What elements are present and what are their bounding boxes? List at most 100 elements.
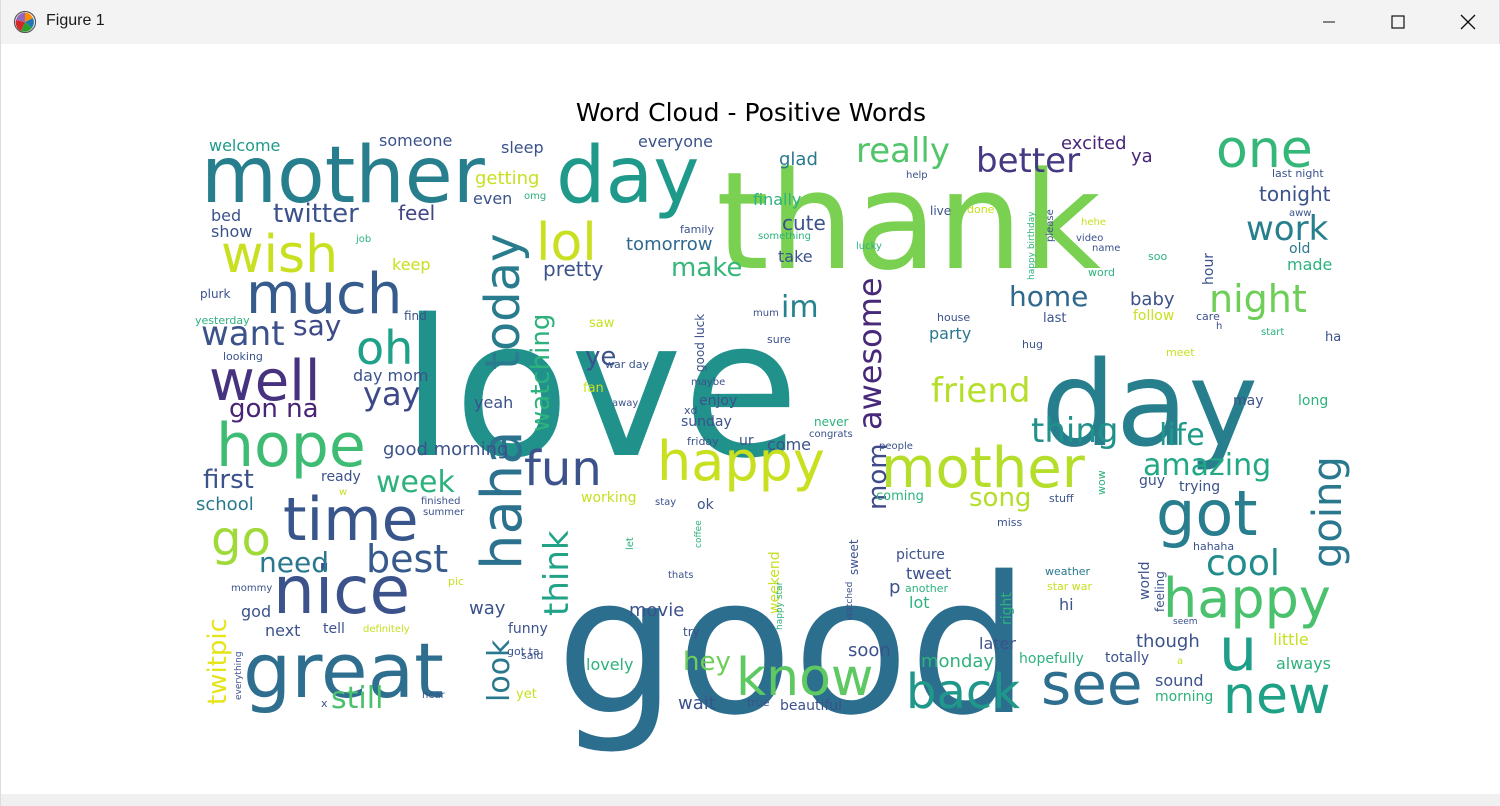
word-ye: ye	[585, 342, 616, 372]
word-tonight: tonight	[1259, 182, 1331, 206]
word-ha: ha	[1325, 330, 1341, 345]
word-enjoy: enjoy	[699, 393, 737, 409]
word-sure: sure	[767, 333, 791, 346]
word-care: care	[1196, 310, 1220, 323]
word-really: really	[856, 131, 950, 171]
word-coming: coming	[876, 489, 924, 504]
word-long: long	[1298, 393, 1328, 409]
minimize-button[interactable]	[1294, 0, 1364, 44]
word-lovely: lovely	[586, 655, 633, 674]
word-everyone: everyone	[638, 132, 713, 151]
word-try: try	[683, 625, 700, 639]
word-work: work	[1246, 209, 1329, 249]
word-h: h	[1216, 321, 1222, 332]
close-button[interactable]	[1433, 0, 1500, 44]
word-happy-star: happy star	[775, 581, 785, 630]
word-life: life	[1159, 418, 1205, 453]
word-u: u	[1219, 615, 1257, 685]
word-stuff: stuff	[1049, 492, 1074, 505]
word-live: live	[930, 204, 951, 218]
word-everything: everything	[234, 651, 244, 700]
word-aww: aww	[1289, 208, 1312, 219]
word-ready: ready	[321, 469, 361, 485]
chart-title: Word Cloud - Positive Words	[575, 98, 927, 127]
word-soon: soon	[848, 640, 891, 661]
word-let: let	[625, 537, 636, 550]
word-pretty: pretty	[543, 257, 603, 281]
word-even: even	[473, 189, 512, 208]
word-sleep: sleep	[501, 138, 544, 157]
window-title: Figure 1	[46, 12, 105, 29]
word-see: see	[1041, 650, 1143, 718]
word-gon-na: gon na	[229, 394, 319, 424]
word-today: today	[475, 234, 531, 370]
word-family: family	[680, 223, 714, 236]
word-got-ta: got ta	[507, 645, 540, 658]
word-thats: thats	[668, 570, 694, 581]
word-sweet: sweet	[847, 539, 861, 575]
word-star-war: star war	[1047, 580, 1093, 593]
word-happy: happy	[1163, 567, 1331, 630]
word-picture: picture	[896, 547, 945, 563]
word-may: may	[1233, 393, 1264, 409]
word-stay: stay	[655, 497, 676, 508]
word-tell: tell	[323, 621, 345, 637]
word-last-night: last night	[1272, 167, 1324, 180]
word-twitpic: twitpic	[203, 618, 233, 705]
title-bar[interactable]: Figure 1	[1, 0, 1499, 44]
word-know: know	[736, 648, 873, 708]
word-oh: oh	[356, 321, 413, 375]
word-mother: mother	[201, 131, 486, 221]
word-say: say	[293, 309, 341, 342]
word-tomorrow: tomorrow	[626, 234, 712, 255]
word-lot: lot	[909, 593, 930, 612]
word-guy: guy	[1139, 473, 1165, 489]
word-word: word	[1088, 266, 1115, 279]
word-soo: soo	[1148, 250, 1167, 263]
word-take: take	[778, 247, 813, 266]
word-hahaha: hahaha	[1193, 540, 1234, 553]
word-hope: hope	[216, 411, 366, 481]
word-going: going	[1305, 456, 1351, 568]
word-please: please	[1045, 209, 1056, 242]
word-cute: cute	[782, 211, 826, 235]
word-great: great	[243, 626, 444, 715]
word-yesterday: yesterday	[195, 314, 250, 327]
word-way: way	[469, 598, 506, 619]
word-yet: yet	[516, 687, 537, 702]
word-ok: ok	[697, 497, 715, 513]
word-mum: mum	[753, 308, 779, 319]
word-keep: keep	[392, 255, 431, 274]
word-tweet: tweet	[906, 564, 951, 583]
word-yay: yay	[363, 375, 420, 413]
word-day-mom: day mom	[353, 366, 428, 385]
word-wait: wait	[678, 693, 716, 714]
word-world: world	[1137, 561, 1153, 600]
word-come: come	[767, 435, 811, 454]
close-icon	[1460, 14, 1476, 30]
word-thing: thing	[1031, 411, 1118, 451]
word-awesome: awesome	[851, 277, 889, 430]
word-fan: fan	[583, 381, 604, 396]
word-movie: movie	[629, 600, 684, 621]
word-away: away	[612, 398, 638, 409]
word-im: im	[781, 290, 819, 325]
word-love: love	[401, 279, 799, 500]
word-thank: thank	[716, 143, 1101, 300]
word-p: p	[889, 577, 900, 598]
word-think: think	[537, 530, 577, 616]
word-lol: lol	[536, 213, 597, 273]
word-mom: mom	[863, 443, 893, 510]
word-much: much	[246, 262, 402, 327]
word-coffee: coffee	[694, 520, 704, 548]
word-job: job	[355, 234, 371, 245]
word-look: look	[482, 639, 517, 702]
word-people: people	[879, 441, 913, 452]
word-go: go	[211, 511, 271, 567]
figure-canvas[interactable]	[2, 44, 1500, 794]
maximize-icon	[1391, 15, 1405, 29]
maximize-button[interactable]	[1363, 0, 1433, 44]
word-hear: hear	[422, 690, 446, 701]
word-day: day	[556, 131, 699, 221]
